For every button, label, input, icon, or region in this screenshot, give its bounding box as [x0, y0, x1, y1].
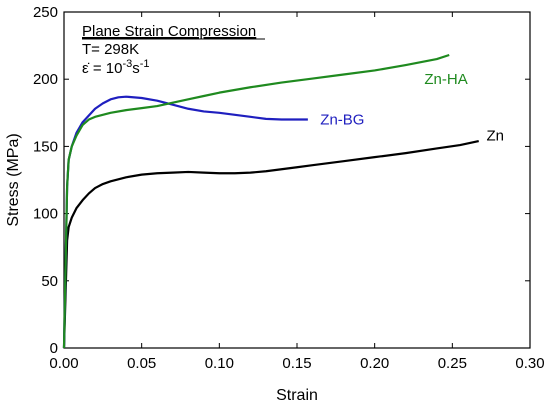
y-tick-label: 100 — [33, 206, 58, 223]
series-line-zn — [62, 139, 479, 349]
y-tick-label: 200 — [33, 71, 58, 88]
y-tick-label: 0 — [50, 340, 58, 357]
y-axis-title: Stress (MPa) — [5, 133, 22, 226]
series-label-zn: Zn — [487, 128, 505, 145]
x-tick-label: 0.30 — [515, 355, 544, 372]
series-layer — [62, 53, 479, 349]
x-axis-title: Strain — [276, 387, 318, 404]
annotation-heading: Plane Strain Compression — [82, 23, 256, 40]
labels-layer: Zn Zn-BG Zn-HA — [320, 71, 504, 144]
y-tick-label: 50 — [41, 273, 58, 290]
x-tick-label: 0.05 — [127, 355, 156, 372]
series-line-zn-ha — [62, 53, 450, 349]
x-tick-label: 0.20 — [360, 355, 389, 372]
x-tick-label: 0.00 — [49, 355, 78, 372]
annotation-temperature: T= 298K — [82, 41, 139, 58]
strain-rate-prefix: ε̇ = 10 — [82, 60, 122, 77]
y-tick-label: 150 — [33, 138, 58, 155]
x-tick-label: 0.25 — [438, 355, 467, 372]
x-tick-label: 0.10 — [205, 355, 234, 372]
y-tick-label: 250 — [33, 4, 58, 21]
strain-rate-exp2: -1 — [140, 58, 150, 70]
annotation-strain-rate: ε̇ = 10-3s-1 — [82, 58, 150, 77]
series-label-zn-bg: Zn-BG — [320, 112, 364, 129]
annotation-block: Plane Strain Compression T= 298K ε̇ = 10… — [82, 23, 265, 77]
series-line-zn-bg — [62, 95, 308, 349]
strain-rate-exp1: -3 — [122, 58, 132, 70]
series-label-zn-ha: Zn-HA — [424, 71, 467, 88]
x-tick-label: 0.15 — [282, 355, 311, 372]
axis-ticks: 0.00 0.05 0.10 0.15 0.20 0.25 0.30 0 50 100 150 200… — [33, 4, 545, 372]
strain-rate-unit: s — [132, 60, 140, 77]
